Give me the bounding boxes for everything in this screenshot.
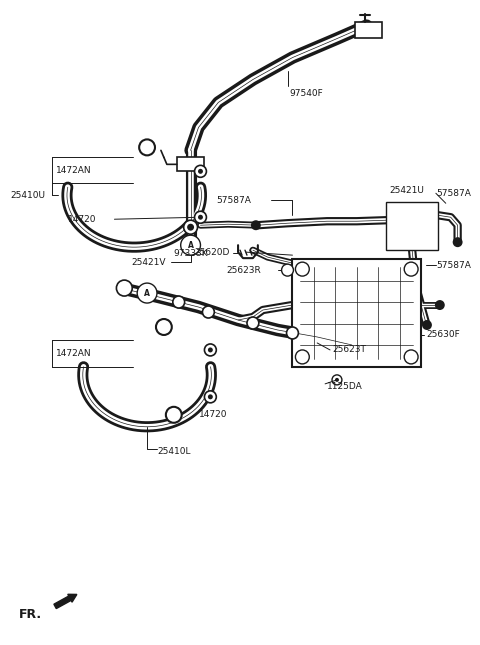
Text: 97333K: 97333K	[174, 249, 208, 257]
Text: 25421U: 25421U	[389, 186, 424, 195]
Circle shape	[208, 394, 213, 399]
Circle shape	[180, 235, 201, 255]
Text: 25410L: 25410L	[157, 447, 191, 456]
Text: 1472AN: 1472AN	[56, 166, 92, 175]
FancyBboxPatch shape	[292, 259, 421, 367]
Circle shape	[453, 237, 463, 247]
Circle shape	[435, 300, 445, 310]
Circle shape	[295, 350, 309, 364]
Text: 57587A: 57587A	[436, 261, 471, 270]
Circle shape	[282, 264, 293, 276]
Circle shape	[117, 280, 132, 296]
Text: 1125DA: 1125DA	[327, 382, 363, 392]
Text: 1472AN: 1472AN	[56, 350, 92, 359]
Text: 25623T: 25623T	[332, 346, 366, 355]
Text: 14720: 14720	[68, 215, 96, 224]
Circle shape	[194, 212, 206, 223]
Text: 97540F: 97540F	[289, 88, 323, 97]
Circle shape	[295, 262, 309, 276]
Circle shape	[422, 320, 432, 330]
Circle shape	[251, 220, 261, 230]
Circle shape	[287, 327, 299, 339]
Text: 25421V: 25421V	[131, 257, 166, 266]
Circle shape	[184, 220, 197, 234]
Text: 25623R: 25623R	[226, 266, 261, 275]
Circle shape	[208, 348, 213, 352]
Circle shape	[173, 296, 185, 308]
Circle shape	[137, 283, 157, 303]
Circle shape	[198, 169, 203, 174]
Text: 57587A: 57587A	[436, 189, 471, 198]
Circle shape	[204, 344, 216, 356]
Text: 25410U: 25410U	[11, 191, 46, 200]
Text: 25630F: 25630F	[426, 330, 460, 339]
Circle shape	[139, 139, 155, 155]
Circle shape	[204, 391, 216, 403]
Circle shape	[332, 375, 342, 385]
Circle shape	[166, 407, 182, 422]
FancyBboxPatch shape	[177, 157, 204, 172]
Text: 57587A: 57587A	[216, 196, 251, 204]
Circle shape	[198, 215, 203, 220]
Circle shape	[194, 165, 206, 177]
Text: A: A	[188, 241, 193, 250]
Circle shape	[404, 350, 418, 364]
FancyBboxPatch shape	[355, 22, 383, 37]
Circle shape	[156, 319, 172, 335]
Text: 14720: 14720	[199, 410, 227, 419]
FancyBboxPatch shape	[386, 203, 438, 250]
Text: A: A	[144, 288, 150, 297]
Text: FR.: FR.	[19, 608, 42, 621]
FancyArrow shape	[54, 594, 77, 609]
Circle shape	[187, 224, 194, 231]
Circle shape	[247, 317, 259, 329]
Text: 25620D: 25620D	[194, 248, 230, 257]
Circle shape	[404, 262, 418, 276]
Circle shape	[335, 378, 339, 382]
Circle shape	[203, 306, 215, 318]
